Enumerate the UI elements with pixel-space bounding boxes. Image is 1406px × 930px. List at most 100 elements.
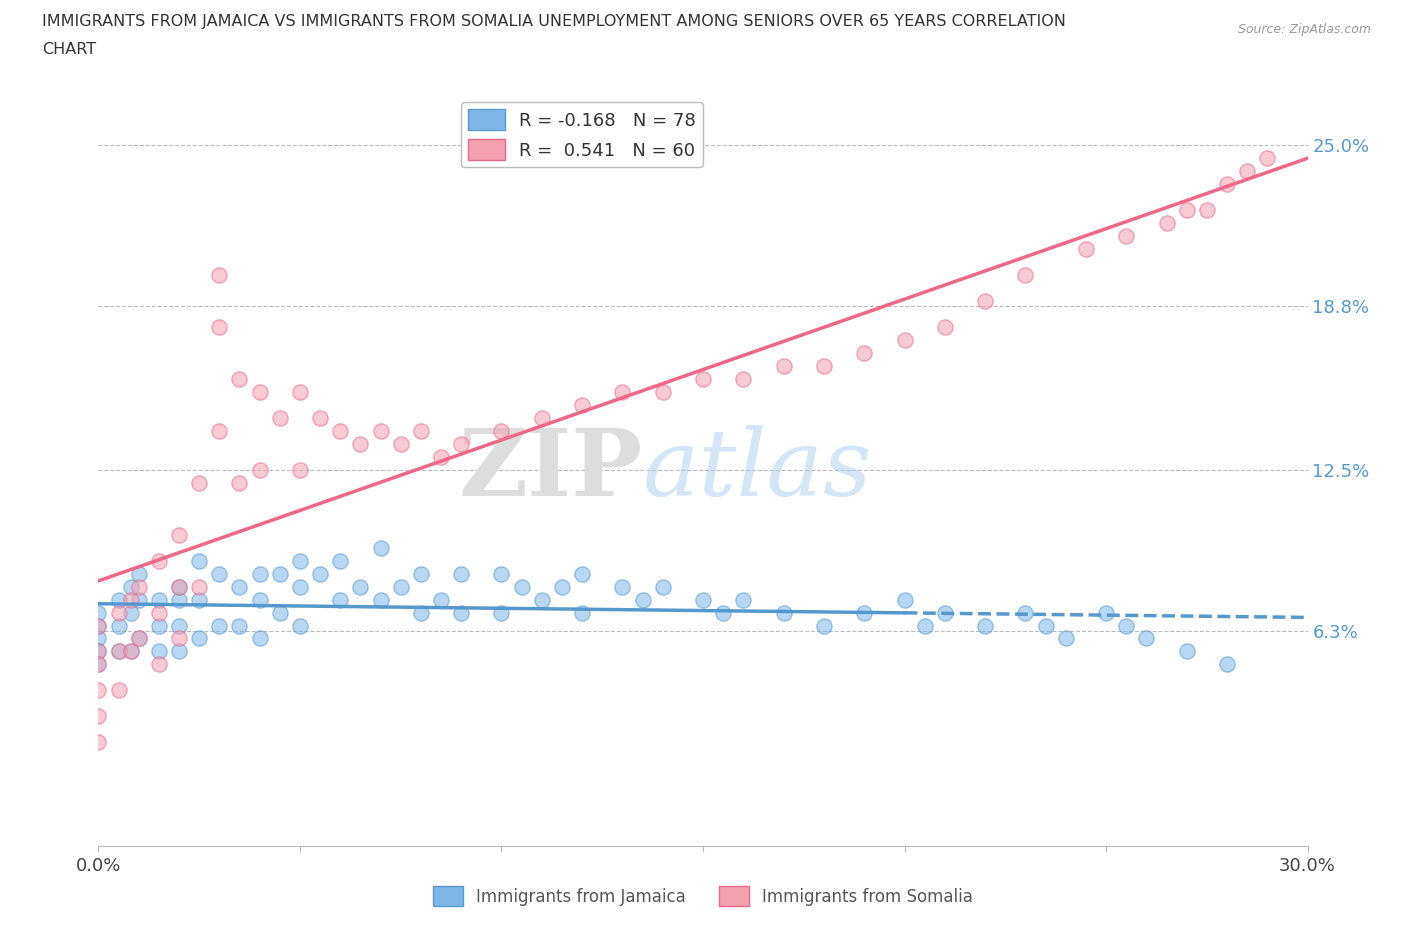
Point — [167, 618, 190, 633]
Point — [128, 631, 150, 646]
Point — [120, 605, 142, 620]
Point — [813, 618, 835, 633]
Point — [1014, 605, 1036, 620]
Point — [87, 618, 110, 633]
Point — [329, 423, 352, 438]
Point — [87, 735, 110, 750]
Point — [228, 618, 250, 633]
Point — [772, 358, 794, 373]
Point — [167, 631, 190, 646]
Point — [87, 605, 110, 620]
Point — [120, 579, 142, 594]
Point — [208, 319, 231, 334]
Point — [450, 605, 472, 620]
Text: ZIP: ZIP — [458, 425, 643, 514]
Point — [1195, 203, 1218, 218]
Point — [1135, 631, 1157, 646]
Point — [148, 618, 170, 633]
Point — [188, 631, 211, 646]
Point — [249, 631, 271, 646]
Point — [269, 605, 291, 620]
Text: atlas: atlas — [643, 425, 872, 514]
Point — [188, 592, 211, 607]
Point — [107, 592, 129, 607]
Point — [1175, 644, 1198, 659]
Point — [249, 566, 271, 581]
Point — [571, 605, 593, 620]
Point — [309, 566, 332, 581]
Point — [1175, 203, 1198, 218]
Point — [1014, 268, 1036, 283]
Point — [1115, 229, 1137, 244]
Point — [1095, 605, 1118, 620]
Point — [329, 553, 352, 568]
Text: Source: ZipAtlas.com: Source: ZipAtlas.com — [1237, 23, 1371, 36]
Point — [409, 566, 432, 581]
Point — [249, 462, 271, 477]
Point — [120, 592, 142, 607]
Point — [148, 657, 170, 671]
Point — [107, 605, 129, 620]
Text: IMMIGRANTS FROM JAMAICA VS IMMIGRANTS FROM SOMALIA UNEMPLOYMENT AMONG SENIORS OV: IMMIGRANTS FROM JAMAICA VS IMMIGRANTS FR… — [42, 14, 1066, 29]
Point — [188, 553, 211, 568]
Point — [631, 592, 654, 607]
Point — [853, 345, 876, 360]
Point — [510, 579, 533, 594]
Point — [571, 566, 593, 581]
Point — [711, 605, 734, 620]
Point — [107, 618, 129, 633]
Point — [934, 319, 956, 334]
Point — [370, 423, 392, 438]
Point — [87, 657, 110, 671]
Point — [370, 540, 392, 555]
Point — [430, 449, 453, 464]
Point — [551, 579, 574, 594]
Point — [853, 605, 876, 620]
Point — [329, 592, 352, 607]
Point — [651, 384, 673, 399]
Point — [208, 268, 231, 283]
Point — [651, 579, 673, 594]
Point — [128, 579, 150, 594]
Point — [188, 475, 211, 490]
Point — [188, 579, 211, 594]
Point — [148, 644, 170, 659]
Point — [692, 592, 714, 607]
Point — [249, 384, 271, 399]
Point — [87, 644, 110, 659]
Point — [914, 618, 936, 633]
Point — [389, 436, 412, 451]
Point — [612, 384, 634, 399]
Point — [1156, 216, 1178, 231]
Point — [692, 371, 714, 386]
Point — [491, 605, 513, 620]
Point — [228, 579, 250, 594]
Point — [288, 618, 311, 633]
Point — [128, 631, 150, 646]
Point — [288, 553, 311, 568]
Point — [1074, 242, 1097, 257]
Point — [409, 423, 432, 438]
Point — [288, 462, 311, 477]
Point — [571, 397, 593, 412]
Text: CHART: CHART — [42, 42, 96, 57]
Point — [430, 592, 453, 607]
Point — [309, 410, 332, 425]
Point — [249, 592, 271, 607]
Point — [167, 527, 190, 542]
Point — [107, 644, 129, 659]
Point — [107, 644, 129, 659]
Point — [450, 436, 472, 451]
Point — [974, 293, 997, 308]
Point — [269, 566, 291, 581]
Point — [349, 579, 371, 594]
Point — [974, 618, 997, 633]
Point — [128, 566, 150, 581]
Point — [167, 579, 190, 594]
Point — [491, 423, 513, 438]
Point — [349, 436, 371, 451]
Point — [87, 683, 110, 698]
Point — [167, 644, 190, 659]
Point — [1216, 657, 1239, 671]
Point — [772, 605, 794, 620]
